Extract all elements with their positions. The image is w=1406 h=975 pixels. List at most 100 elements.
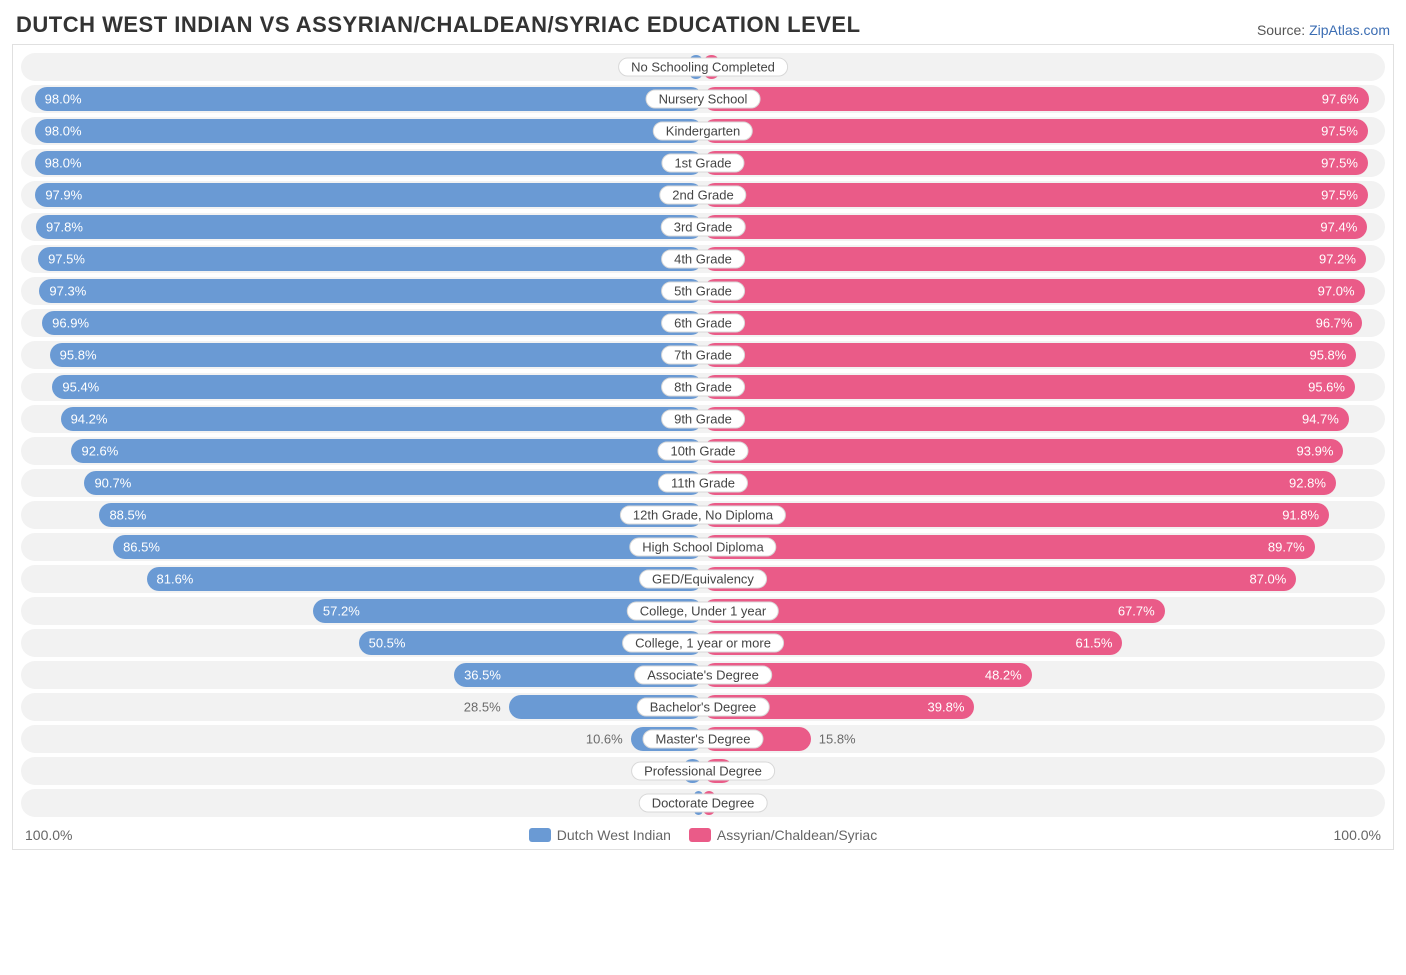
- row-right-half: 4.5%: [703, 757, 1385, 785]
- right-value-label: 97.6%: [1322, 92, 1359, 107]
- row-category-label: No Schooling Completed: [618, 58, 788, 77]
- bar-row: 98.0%97.6%Nursery School: [21, 85, 1385, 113]
- left-value-label: 50.5%: [369, 636, 406, 651]
- row-category-label: 8th Grade: [661, 378, 745, 397]
- row-right-half: 97.5%: [703, 117, 1385, 145]
- row-category-label: 10th Grade: [657, 442, 748, 461]
- left-value-label: 97.9%: [45, 188, 82, 203]
- row-left-half: 95.4%: [21, 373, 703, 401]
- chart-source: Source: ZipAtlas.com: [1257, 22, 1390, 38]
- legend-label-right: Assyrian/Chaldean/Syriac: [717, 827, 877, 843]
- bar-row: 1.3%1.7%Doctorate Degree: [21, 789, 1385, 817]
- row-category-label: 4th Grade: [661, 250, 745, 269]
- row-right-half: 96.7%: [703, 309, 1385, 337]
- right-value-label: 97.4%: [1320, 220, 1357, 235]
- bar-row: 88.5%91.8%12th Grade, No Diploma: [21, 501, 1385, 529]
- left-value-label: 81.6%: [157, 572, 194, 587]
- left-value-label: 36.5%: [464, 668, 501, 683]
- row-right-half: 39.8%: [703, 693, 1385, 721]
- row-left-half: 88.5%: [21, 501, 703, 529]
- row-left-half: 94.2%: [21, 405, 703, 433]
- row-left-half: 97.9%: [21, 181, 703, 209]
- right-value-label: 89.7%: [1268, 540, 1305, 555]
- bar-row: 98.0% 97.5%Kindergarten: [21, 117, 1385, 145]
- right-bar: [703, 567, 1296, 591]
- left-bar: [99, 503, 703, 527]
- source-link[interactable]: ZipAtlas.com: [1309, 22, 1390, 38]
- row-category-label: 3rd Grade: [661, 218, 746, 237]
- chart-legend: Dutch West Indian Assyrian/Chaldean/Syri…: [529, 827, 877, 843]
- row-right-half: 67.7%: [703, 597, 1385, 625]
- bar-row: 57.2%67.7%College, Under 1 year: [21, 597, 1385, 625]
- row-left-half: 98.0%: [21, 117, 703, 145]
- row-category-label: 1st Grade: [661, 154, 744, 173]
- left-value-label: 88.5%: [109, 508, 146, 523]
- right-value-label: 95.8%: [1309, 348, 1346, 363]
- right-value-label: 48.2%: [985, 668, 1022, 683]
- bar-row: 81.6%87.0%GED/Equivalency: [21, 565, 1385, 593]
- right-value-label: 95.6%: [1308, 380, 1345, 395]
- bar-row: 97.8%97.4%3rd Grade: [21, 213, 1385, 241]
- row-left-half: 98.0%: [21, 149, 703, 177]
- row-category-label: 7th Grade: [661, 346, 745, 365]
- row-category-label: Kindergarten: [653, 122, 753, 141]
- right-value-label: 92.8%: [1289, 476, 1326, 491]
- left-value-label: 10.6%: [586, 732, 623, 747]
- row-right-half: 97.6%: [703, 85, 1385, 113]
- row-left-half: 1.3%: [21, 789, 703, 817]
- row-right-half: 94.7%: [703, 405, 1385, 433]
- right-value-label: 96.7%: [1316, 316, 1353, 331]
- row-category-label: 12th Grade, No Diploma: [620, 506, 786, 525]
- row-right-half: 61.5%: [703, 629, 1385, 657]
- right-value-label: 97.5%: [1321, 156, 1358, 171]
- right-bar: [703, 503, 1329, 527]
- row-left-half: 2.1%: [21, 53, 703, 81]
- right-value-label: 97.5%: [1321, 188, 1358, 203]
- row-category-label: Associate's Degree: [634, 666, 772, 685]
- right-bar: [703, 343, 1356, 367]
- right-value-label: 97.2%: [1319, 252, 1356, 267]
- right-bar: [703, 407, 1349, 431]
- row-category-label: 11th Grade: [658, 474, 748, 493]
- left-bar: [36, 215, 703, 239]
- bar-row: 2.1%2.5%No Schooling Completed: [21, 53, 1385, 81]
- left-bar: [84, 471, 703, 495]
- chart-footer: 100.0% Dutch West Indian Assyrian/Chalde…: [15, 821, 1391, 843]
- bar-rows-container: 2.1%2.5%No Schooling Completed 98.0% 97.6%…: [15, 53, 1391, 817]
- chart-body: 2.1%2.5%No Schooling Completed 98.0% 97.6%…: [12, 44, 1394, 850]
- bar-row: 98.0% 97.5% 1st Grade: [21, 149, 1385, 177]
- left-bar: [42, 311, 703, 335]
- row-category-label: 9th Grade: [661, 410, 745, 429]
- right-value-label: 61.5%: [1076, 636, 1113, 651]
- bar-row: 90.7%92.8%11th Grade: [21, 469, 1385, 497]
- right-bar: [703, 87, 1369, 111]
- row-left-half: 98.0%: [21, 85, 703, 113]
- row-left-half: 28.5%: [21, 693, 703, 721]
- row-right-half: 2.5%: [703, 53, 1385, 81]
- row-right-half: 92.8%: [703, 469, 1385, 497]
- legend-swatch-right: [689, 828, 711, 842]
- right-bar: [703, 471, 1336, 495]
- chart-title: DUTCH WEST INDIAN VS ASSYRIAN/CHALDEAN/S…: [16, 12, 861, 38]
- left-value-label: 98.0%: [45, 124, 82, 139]
- row-category-label: 6th Grade: [661, 314, 745, 333]
- left-value-label: 97.5%: [48, 252, 85, 267]
- left-bar: [61, 407, 703, 431]
- row-right-half: 97.5%: [703, 149, 1385, 177]
- row-left-half: 3.1%: [21, 757, 703, 785]
- row-left-half: 36.5%: [21, 661, 703, 689]
- source-prefix: Source:: [1257, 22, 1309, 38]
- row-category-label: Doctorate Degree: [639, 794, 768, 813]
- bar-row: 97.5% 97.2% 4th Grade: [21, 245, 1385, 273]
- left-value-label: 96.9%: [52, 316, 89, 331]
- row-left-half: 86.5%: [21, 533, 703, 561]
- row-left-half: 97.5%: [21, 245, 703, 273]
- right-value-label: 93.9%: [1297, 444, 1334, 459]
- left-value-label: 94.2%: [71, 412, 108, 427]
- right-bar: [703, 247, 1366, 271]
- right-bar: [703, 311, 1362, 335]
- left-value-label: 86.5%: [123, 540, 160, 555]
- row-right-half: 15.8%: [703, 725, 1385, 753]
- bar-row: 97.3%97.0%5th Grade: [21, 277, 1385, 305]
- left-value-label: 97.3%: [49, 284, 86, 299]
